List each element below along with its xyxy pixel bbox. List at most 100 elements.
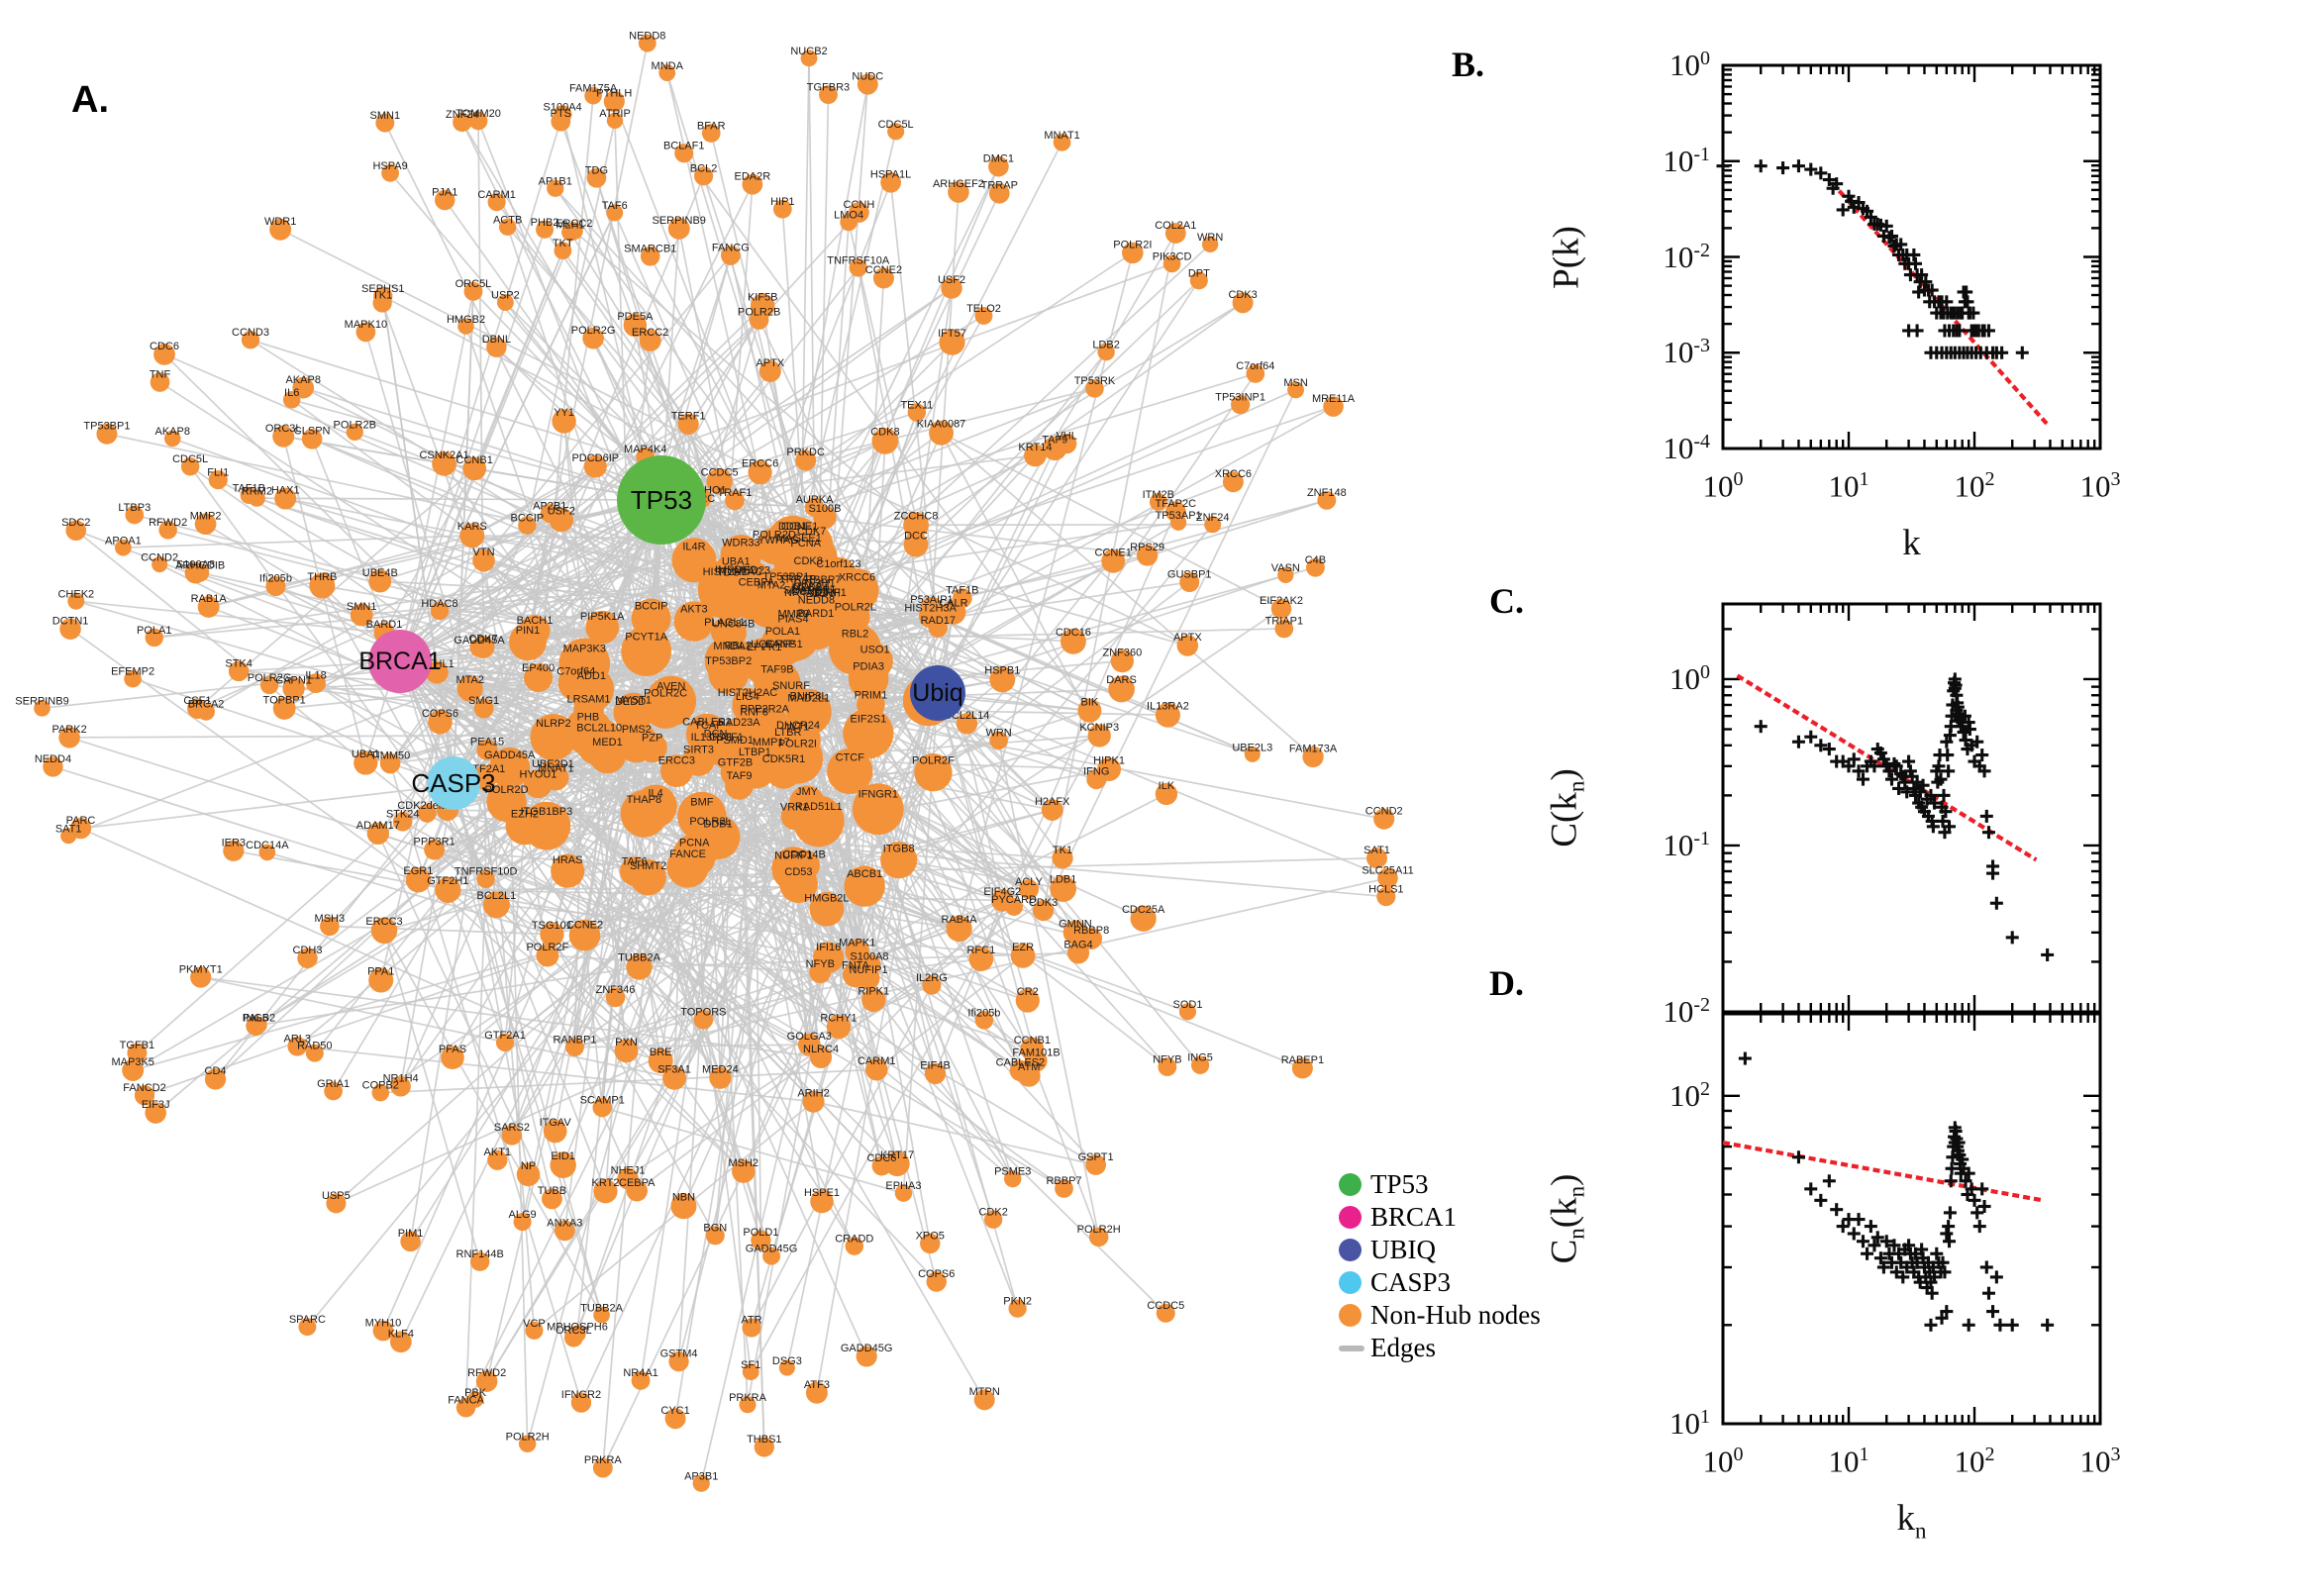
network-node-label: PLAGL1: [704, 617, 746, 629]
network-node-label: CCND2: [141, 551, 178, 563]
network-node-label: ERCC3: [365, 916, 402, 928]
network-node-label: EZH2: [511, 808, 539, 820]
network-node: [145, 628, 164, 648]
network-node: [43, 756, 63, 777]
network-node: [983, 1210, 1003, 1229]
network-node-label: S100A8: [850, 951, 888, 963]
network-node-label: TNF: [150, 369, 171, 381]
network-node: [152, 556, 168, 573]
network-node-label: PDE5A: [617, 311, 654, 323]
network-node-label: ING5: [243, 1013, 268, 1025]
network-node: [643, 684, 688, 729]
network-node: [1085, 379, 1104, 398]
network-node-label: AVEN: [656, 681, 685, 693]
network-node: [894, 1184, 913, 1202]
network-node-label: TCAP: [694, 720, 723, 732]
network-node-label: RANBP1: [553, 1034, 596, 1046]
network-node: [586, 167, 607, 188]
network-node-label: USO1: [860, 644, 890, 655]
network-node: [542, 1188, 562, 1210]
network-node-label: GADD45A: [454, 635, 505, 647]
plot-D-xlabel: kn: [1896, 1498, 1927, 1544]
network-node-label: NBN: [672, 1191, 695, 1203]
network-node-label: POLD1: [743, 1227, 778, 1239]
network-node: [693, 1010, 714, 1030]
network-node: [798, 569, 848, 619]
network-node-label: PKN2: [1003, 1296, 1032, 1308]
network-node-label: CDK3: [1228, 289, 1257, 301]
network-node-label: THRB: [307, 571, 337, 583]
network-node-label: AP2B1: [533, 500, 566, 512]
network-node: [354, 750, 378, 775]
network-node: [720, 619, 747, 647]
network-node: [666, 846, 709, 888]
network-node: [813, 942, 845, 973]
network-node-label: CCNE2: [865, 264, 902, 276]
network-node-label: USF2: [548, 505, 575, 517]
network-node-label: CDK8: [870, 426, 899, 438]
network-node-label: POLA1: [137, 625, 171, 637]
network-node-label: RBL2: [725, 641, 753, 652]
network-node-label: PARC: [66, 815, 96, 827]
legend-item: Non-Hub nodes: [1339, 1299, 1541, 1332]
network-node: [592, 1097, 612, 1118]
network-node: [543, 1119, 567, 1144]
hub-node-BRCA1: [368, 630, 432, 693]
network-node: [498, 218, 517, 236]
network-node-label: FNTA: [842, 960, 870, 972]
network-node-label: FAM175A: [569, 83, 618, 95]
network-node-label: PIP5K1A: [580, 611, 625, 623]
network-node: [1024, 444, 1047, 467]
network-node-label: BIK: [1081, 696, 1099, 708]
network-node: [742, 173, 763, 195]
network-node-label: NUFIP1: [774, 850, 813, 862]
network-node-label: DHCR24: [776, 720, 820, 732]
network-node: [1231, 395, 1251, 415]
network-node-label: TOPORS: [680, 1006, 726, 1018]
network-node-label: TRRAP: [779, 573, 816, 585]
network-node: [1032, 899, 1055, 922]
network-node-label: MSH2: [728, 1157, 758, 1169]
legend-item: BRCA1: [1339, 1201, 1541, 1234]
network-node: [430, 601, 450, 621]
network-node-label: IL4: [649, 788, 663, 800]
network-node-label: ARHGEF2: [933, 178, 984, 190]
network-node: [1291, 1057, 1313, 1079]
network-node: [518, 516, 537, 535]
network-node-label: TAF9B: [760, 664, 793, 676]
network-node-label: SNURF: [772, 680, 810, 692]
network-node: [1190, 1055, 1210, 1074]
network-node-label: GSPT1: [1078, 1151, 1114, 1163]
network-node-label: RRM2: [242, 485, 272, 497]
network-node: [462, 456, 487, 481]
network-node-label: FANCG: [712, 243, 750, 254]
node-swatch-icon: [1339, 1304, 1362, 1327]
network-node: [428, 710, 453, 735]
network-node: [145, 1102, 166, 1124]
network-node: [180, 456, 200, 476]
network-node-label: CR2: [1017, 986, 1039, 998]
plot-B-xlabel: k: [1902, 523, 1921, 563]
network-node: [623, 313, 648, 338]
network-node-label: PDIA3: [853, 661, 884, 673]
plot-C-ylabel: C(kn): [1544, 768, 1589, 848]
network-node-label: ZNF24: [446, 109, 479, 121]
network-node: [272, 697, 296, 720]
network-node: [554, 242, 572, 260]
network-node-label: PHB: [577, 712, 600, 724]
network-node-label: TUBB2A: [580, 1302, 623, 1314]
network-node: [800, 50, 818, 67]
network-node-label: UBE2L3: [1232, 742, 1272, 753]
network-node: [668, 1350, 689, 1372]
network-node-label: SLC25A11: [1362, 864, 1413, 876]
network-node-label: CCND3: [232, 327, 269, 339]
network-node-label: EGR1: [403, 865, 433, 877]
network-node-label: RPS29: [1130, 542, 1164, 553]
network-node-label: DEDD: [615, 696, 646, 708]
network-node: [858, 953, 881, 977]
x-tick-label: 103: [2079, 1444, 2121, 1479]
network-node-label: CDK5R1: [762, 753, 805, 765]
network-node: [457, 318, 474, 335]
network-node-label: THAP8: [627, 794, 661, 806]
network-node-label: MAP4K4: [624, 444, 666, 455]
